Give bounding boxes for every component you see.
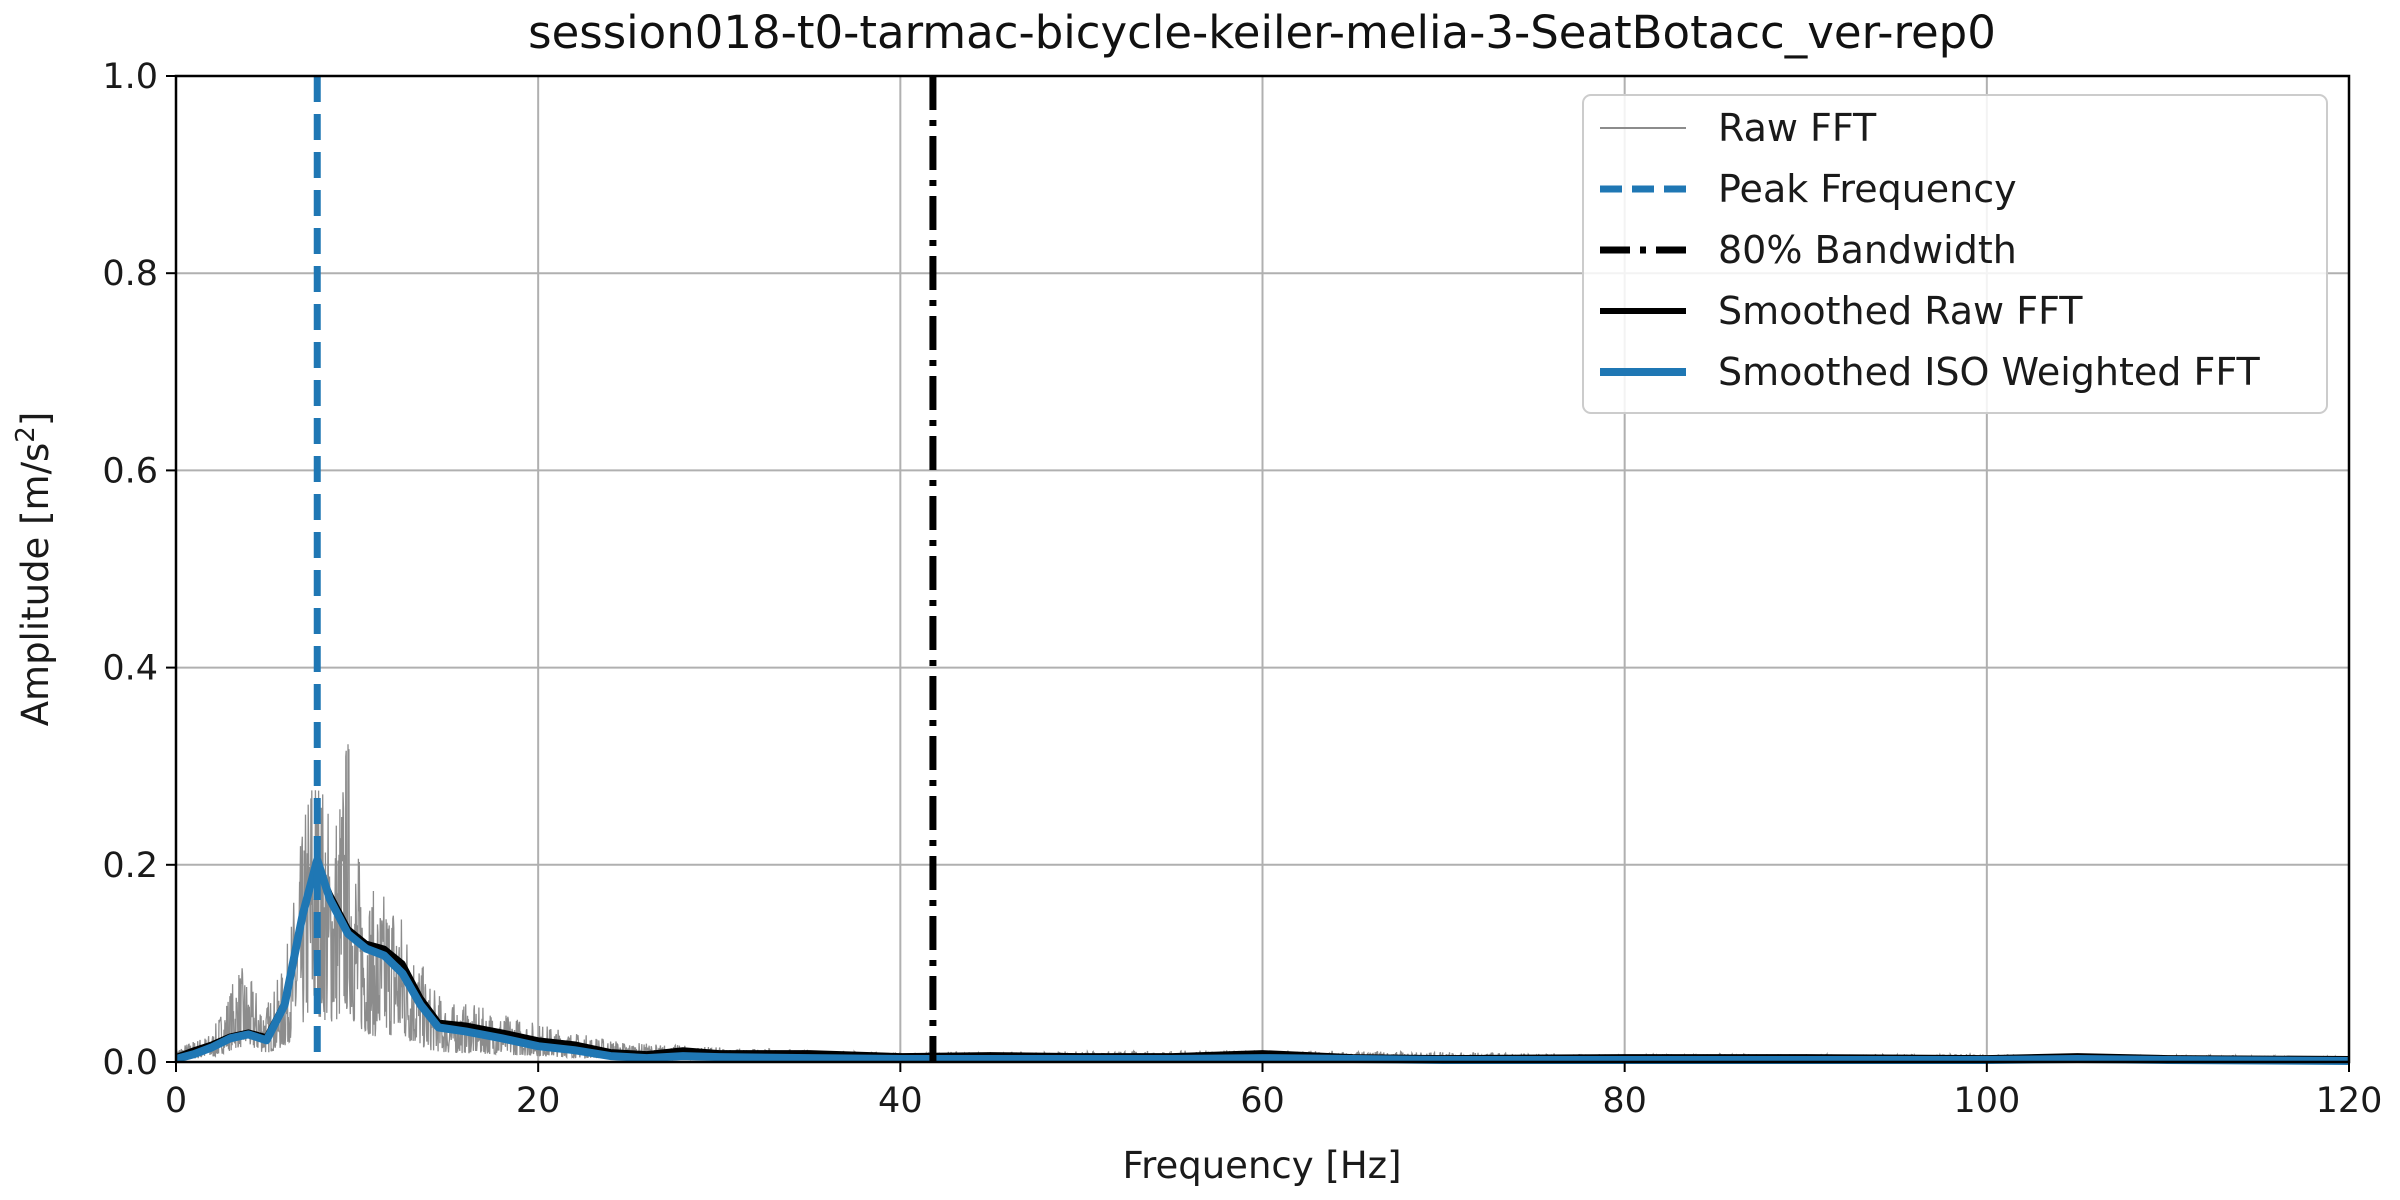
smoothed-iso-fft-line: [174, 855, 2350, 1065]
y-axis-label-end: ]: [14, 412, 57, 426]
x-tick-label: 0: [165, 1081, 187, 1121]
legend: Raw FFT Peak Frequency 80% Bandwidth Smooth…: [1582, 94, 2328, 414]
y-tick-label: 0.0: [102, 1043, 158, 1083]
reference-lines: [313, 76, 937, 1062]
x-tick-label: 80: [1602, 1081, 1647, 1121]
x-axis-ticks: 0 20 40 60 80 100 120: [165, 1062, 2383, 1121]
y-tick-label: 0.8: [102, 254, 158, 294]
legend-label: Smoothed Raw FFT: [1718, 289, 2083, 333]
x-tick-label: 100: [1953, 1081, 2020, 1121]
y-axis-ticks: 0.0 0.2 0.4 0.6 0.8 1.0: [102, 57, 176, 1083]
y-tick-label: 1.0: [102, 57, 158, 97]
x-tick-label: 60: [1240, 1081, 1285, 1121]
y-tick-label: 0.6: [102, 451, 158, 491]
smoothed-series: [174, 855, 2350, 1065]
legend-box: [1582, 94, 2328, 414]
y-axis-label-sup: 2: [11, 426, 41, 443]
y-tick-label: 0.4: [102, 649, 158, 689]
x-tick-label: 20: [516, 1081, 561, 1121]
x-axis-label: Frequency [Hz]: [1122, 1144, 1401, 1187]
y-axis-label: Amplitude [m/s2]: [11, 412, 57, 727]
legend-label: Peak Frequency: [1718, 167, 2017, 211]
legend-label: 80% Bandwidth: [1718, 228, 2017, 272]
legend-label: Raw FFT: [1718, 106, 1877, 150]
x-tick-label: 40: [878, 1081, 923, 1121]
y-tick-label: 0.2: [102, 846, 158, 886]
x-tick-label: 120: [2316, 1081, 2383, 1121]
y-axis-label-main: Amplitude [m/s: [14, 443, 57, 727]
chart-title: session018-t0-tarmac-bicycle-keiler-meli…: [528, 6, 1996, 59]
legend-label: Smoothed ISO Weighted FFT: [1718, 350, 2261, 394]
